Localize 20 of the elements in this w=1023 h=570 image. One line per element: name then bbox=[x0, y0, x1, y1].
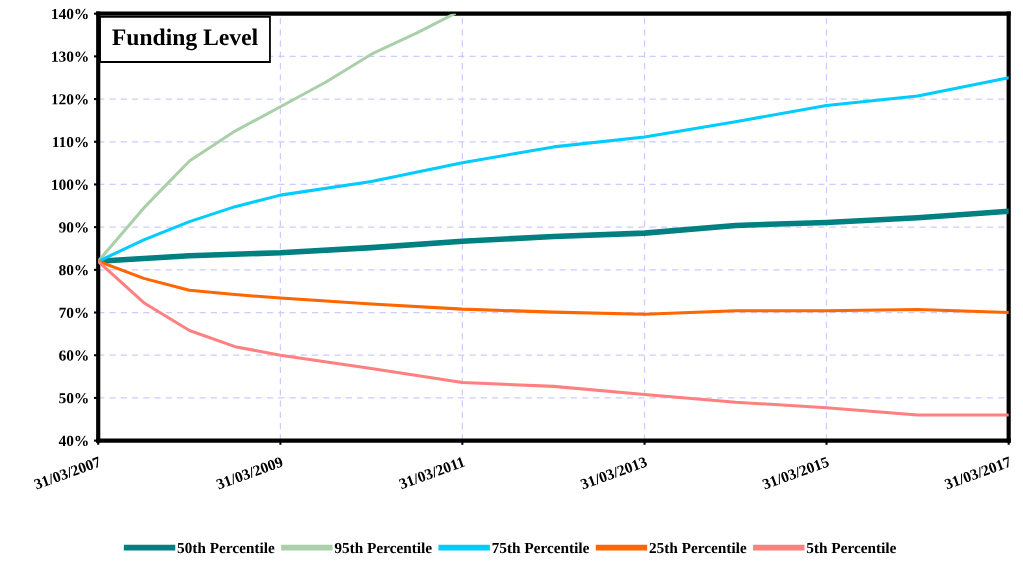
text: Funding Level bbox=[112, 28, 258, 51]
y-tick-label: 90% bbox=[59, 222, 88, 233]
legend-label: 95th Percentile bbox=[334, 542, 432, 554]
line-series bbox=[98, 76, 1009, 263]
y-tick-label: 70% bbox=[59, 307, 88, 319]
legend-label: 75th Percentile bbox=[492, 542, 589, 554]
y-tick-label: 40% bbox=[58, 435, 88, 447]
y-tick-label: 120% bbox=[52, 94, 88, 105]
y-tick-label: 50% bbox=[59, 393, 88, 404]
y-tick-label: 110% bbox=[53, 136, 88, 148]
y-tick-label: 60% bbox=[59, 350, 88, 361]
legend-label: 25th Percentile bbox=[649, 542, 747, 554]
y-tick-label: 140% bbox=[52, 8, 88, 20]
y-tick-label: 130% bbox=[52, 51, 88, 62]
line-series bbox=[98, 259, 1009, 316]
legend-label: 50th Percentile bbox=[177, 542, 275, 554]
y-tick-label: 100% bbox=[52, 179, 88, 190]
legend-label: 5th Percentile bbox=[806, 542, 896, 554]
y-tick-label: 80% bbox=[59, 264, 88, 276]
line-series bbox=[98, 259, 1009, 417]
